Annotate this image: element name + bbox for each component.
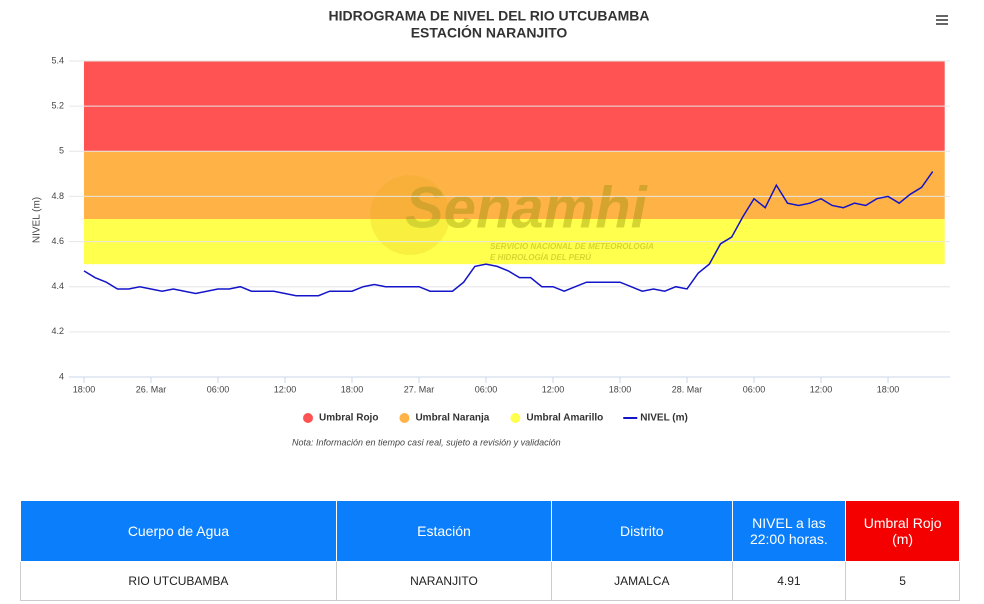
menu-bar bbox=[936, 15, 948, 17]
watermark-text: SERVICIO NACIONAL DE METEOROLOGÍA bbox=[490, 242, 654, 251]
header-cell: Cuerpo de Agua bbox=[20, 500, 337, 562]
x-tick-label: 18:00 bbox=[609, 384, 632, 394]
cell: 4.91 bbox=[731, 561, 847, 601]
chart-title: HIDROGRAMA DE NIVEL DEL RIO UTCUBAMBA bbox=[329, 8, 650, 24]
cell: RIO UTCUBAMBA bbox=[20, 561, 337, 601]
y-tick-label: 4 bbox=[59, 371, 64, 381]
menu-bar bbox=[936, 19, 948, 21]
legend-label: Umbral Rojo bbox=[319, 413, 378, 424]
x-tick-label: 12:00 bbox=[810, 384, 833, 394]
header-cell: Umbral Rojo (m) bbox=[845, 500, 960, 562]
watermark-sun bbox=[370, 175, 450, 255]
note: Nota: Información en tiempo casi real, s… bbox=[292, 437, 561, 447]
x-tick-label: 28. Mar bbox=[672, 384, 703, 394]
header-row: Cuerpo de Agua Estación Distrito NIVEL a… bbox=[20, 500, 960, 562]
y-tick-label: 4.6 bbox=[51, 236, 64, 246]
cell: JAMALCA bbox=[551, 561, 733, 601]
legend-label: NIVEL (m) bbox=[640, 413, 688, 424]
y-tick-label: 4.4 bbox=[51, 281, 64, 291]
y-tick-label: 4.8 bbox=[51, 191, 64, 201]
legend-symbol bbox=[510, 413, 521, 423]
legend-symbol bbox=[399, 413, 410, 423]
header-cell: Estación bbox=[335, 500, 553, 562]
data-row: RIO UTCUBAMBA NARANJITO JAMALCA 4.91 5 bbox=[20, 561, 960, 601]
chart: HIDROGRAMA DE NIVEL DEL RIO UTCUBAMBA ES… bbox=[32, 8, 954, 447]
menu-bar bbox=[936, 23, 948, 25]
x-tick-label: 06:00 bbox=[475, 384, 498, 394]
y-tick-label: 5.4 bbox=[51, 55, 64, 65]
legend-label: Umbral Amarillo bbox=[526, 413, 603, 424]
x-tick-label: 27. Mar bbox=[404, 384, 435, 394]
legend-item: NIVEL (m) bbox=[623, 413, 688, 424]
y-axis-label: NIVEL (m) bbox=[32, 197, 43, 243]
threshold-band bbox=[83, 151, 945, 219]
x-tick-label: 12:00 bbox=[542, 384, 565, 394]
y-tick-label: 4.2 bbox=[51, 326, 64, 336]
watermark: Senamhi SERVICIO NACIONAL DE METEOROLOGÍA… bbox=[370, 175, 654, 262]
menu-button[interactable] bbox=[930, 10, 954, 30]
y-tick-label: 5 bbox=[59, 146, 64, 156]
x-tick-label: 18:00 bbox=[73, 384, 96, 394]
watermark-name: Senamhi bbox=[405, 175, 649, 240]
y-tick-label: 5.2 bbox=[51, 101, 64, 111]
x-tick-label: 18:00 bbox=[341, 384, 364, 394]
watermark-text: E HIDROLOGÍA DEL PERÚ bbox=[490, 253, 591, 262]
x-tick-label: 26. Mar bbox=[136, 384, 167, 394]
cell: NARANJITO bbox=[335, 561, 553, 601]
x-tick-label: 06:00 bbox=[207, 384, 230, 394]
legend-item: Umbral Naranja bbox=[399, 413, 490, 424]
line bbox=[83, 171, 934, 297]
cell: 5 bbox=[845, 561, 960, 601]
legend-item: Umbral Amarillo bbox=[510, 413, 603, 424]
legend-item: Umbral Rojo bbox=[303, 413, 378, 424]
x-tick-label: 18:00 bbox=[877, 384, 900, 394]
legend-symbol bbox=[303, 413, 313, 423]
header-cell: Distrito bbox=[551, 500, 733, 562]
data-table: Cuerpo de Agua Estación Distrito NIVEL a… bbox=[20, 500, 960, 601]
x-tick-label: 06:00 bbox=[743, 384, 766, 394]
x-tick-label: 12:00 bbox=[274, 384, 297, 394]
legend-label: Umbral Naranja bbox=[415, 413, 489, 424]
chart-subtitle: ESTACIÓN NARANJITO bbox=[411, 24, 568, 41]
header-cell: NIVEL a las 22:00 horas. bbox=[731, 500, 847, 562]
